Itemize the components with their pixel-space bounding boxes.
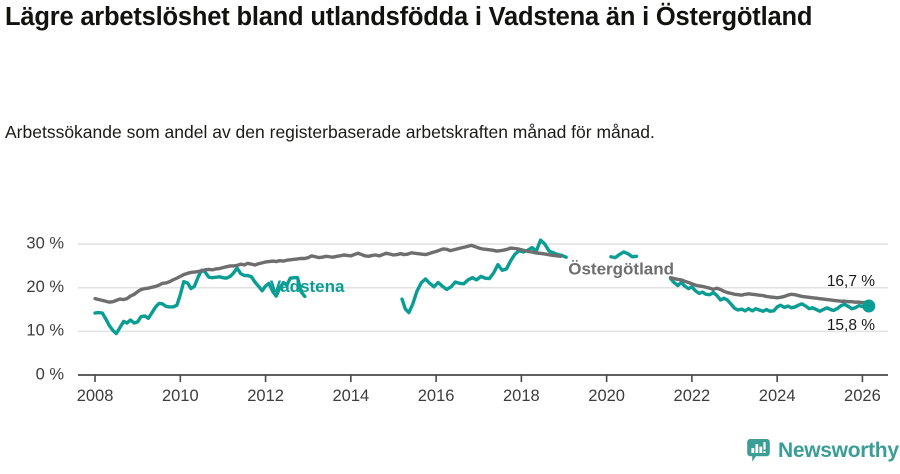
x-axis-tick-label: 2010 bbox=[162, 387, 199, 405]
series-line-östergötland bbox=[668, 275, 871, 305]
y-axis-tick-label: 10 % bbox=[26, 322, 64, 340]
x-axis-tick-label: 2022 bbox=[674, 387, 711, 405]
line-chart: 0 % 10 % 20 % 30 % 2008 2010 2012 2014 2016 2018 2… bbox=[26, 234, 888, 405]
x-axis-tick-label: 2014 bbox=[332, 387, 369, 405]
series-line-vadstena bbox=[93, 266, 307, 336]
end-value-label: 16,7 % bbox=[827, 273, 875, 290]
chart-container: 0 % 10 % 20 % 30 % 2008 2010 2012 2014 2016 2018 2… bbox=[0, 205, 900, 420]
series-label-vadstena: Vadstena bbox=[270, 277, 345, 296]
series-line-vadstena bbox=[400, 238, 568, 315]
y-axis-tick-label: 30 % bbox=[26, 234, 64, 252]
page-subtitle: Arbetssökande som andel av den registerb… bbox=[5, 122, 655, 142]
end-value-label: 15,8 % bbox=[827, 317, 875, 334]
series-line-vadstena bbox=[668, 276, 871, 313]
y-axis-tick-label: 0 % bbox=[36, 365, 65, 383]
x-axis-tick-label: 2020 bbox=[588, 387, 625, 405]
x-axis-tick-label: 2012 bbox=[247, 387, 284, 405]
y-axis-tick-label: 20 % bbox=[26, 278, 64, 296]
page-title: Lägre arbetslöshet bland utlandsfödda i … bbox=[5, 3, 813, 31]
newsworthy-logo: Newsworthy bbox=[746, 438, 899, 463]
series-end-marker bbox=[862, 299, 876, 313]
x-axis-tick-label: 2024 bbox=[759, 387, 796, 405]
series-label-östergötland: Östergötland bbox=[568, 260, 674, 279]
bar-chart-speech-bubble-icon bbox=[746, 438, 771, 463]
newsworthy-wordmark: Newsworthy bbox=[778, 439, 899, 462]
x-axis-tick-label: 2018 bbox=[503, 387, 540, 405]
x-axis-tick-label: 2026 bbox=[844, 387, 881, 405]
x-axis-tick-label: 2008 bbox=[77, 387, 114, 405]
series-line-östergötland bbox=[93, 243, 563, 304]
x-axis-tick-label: 2016 bbox=[418, 387, 455, 405]
series-line-vadstena bbox=[609, 250, 639, 260]
